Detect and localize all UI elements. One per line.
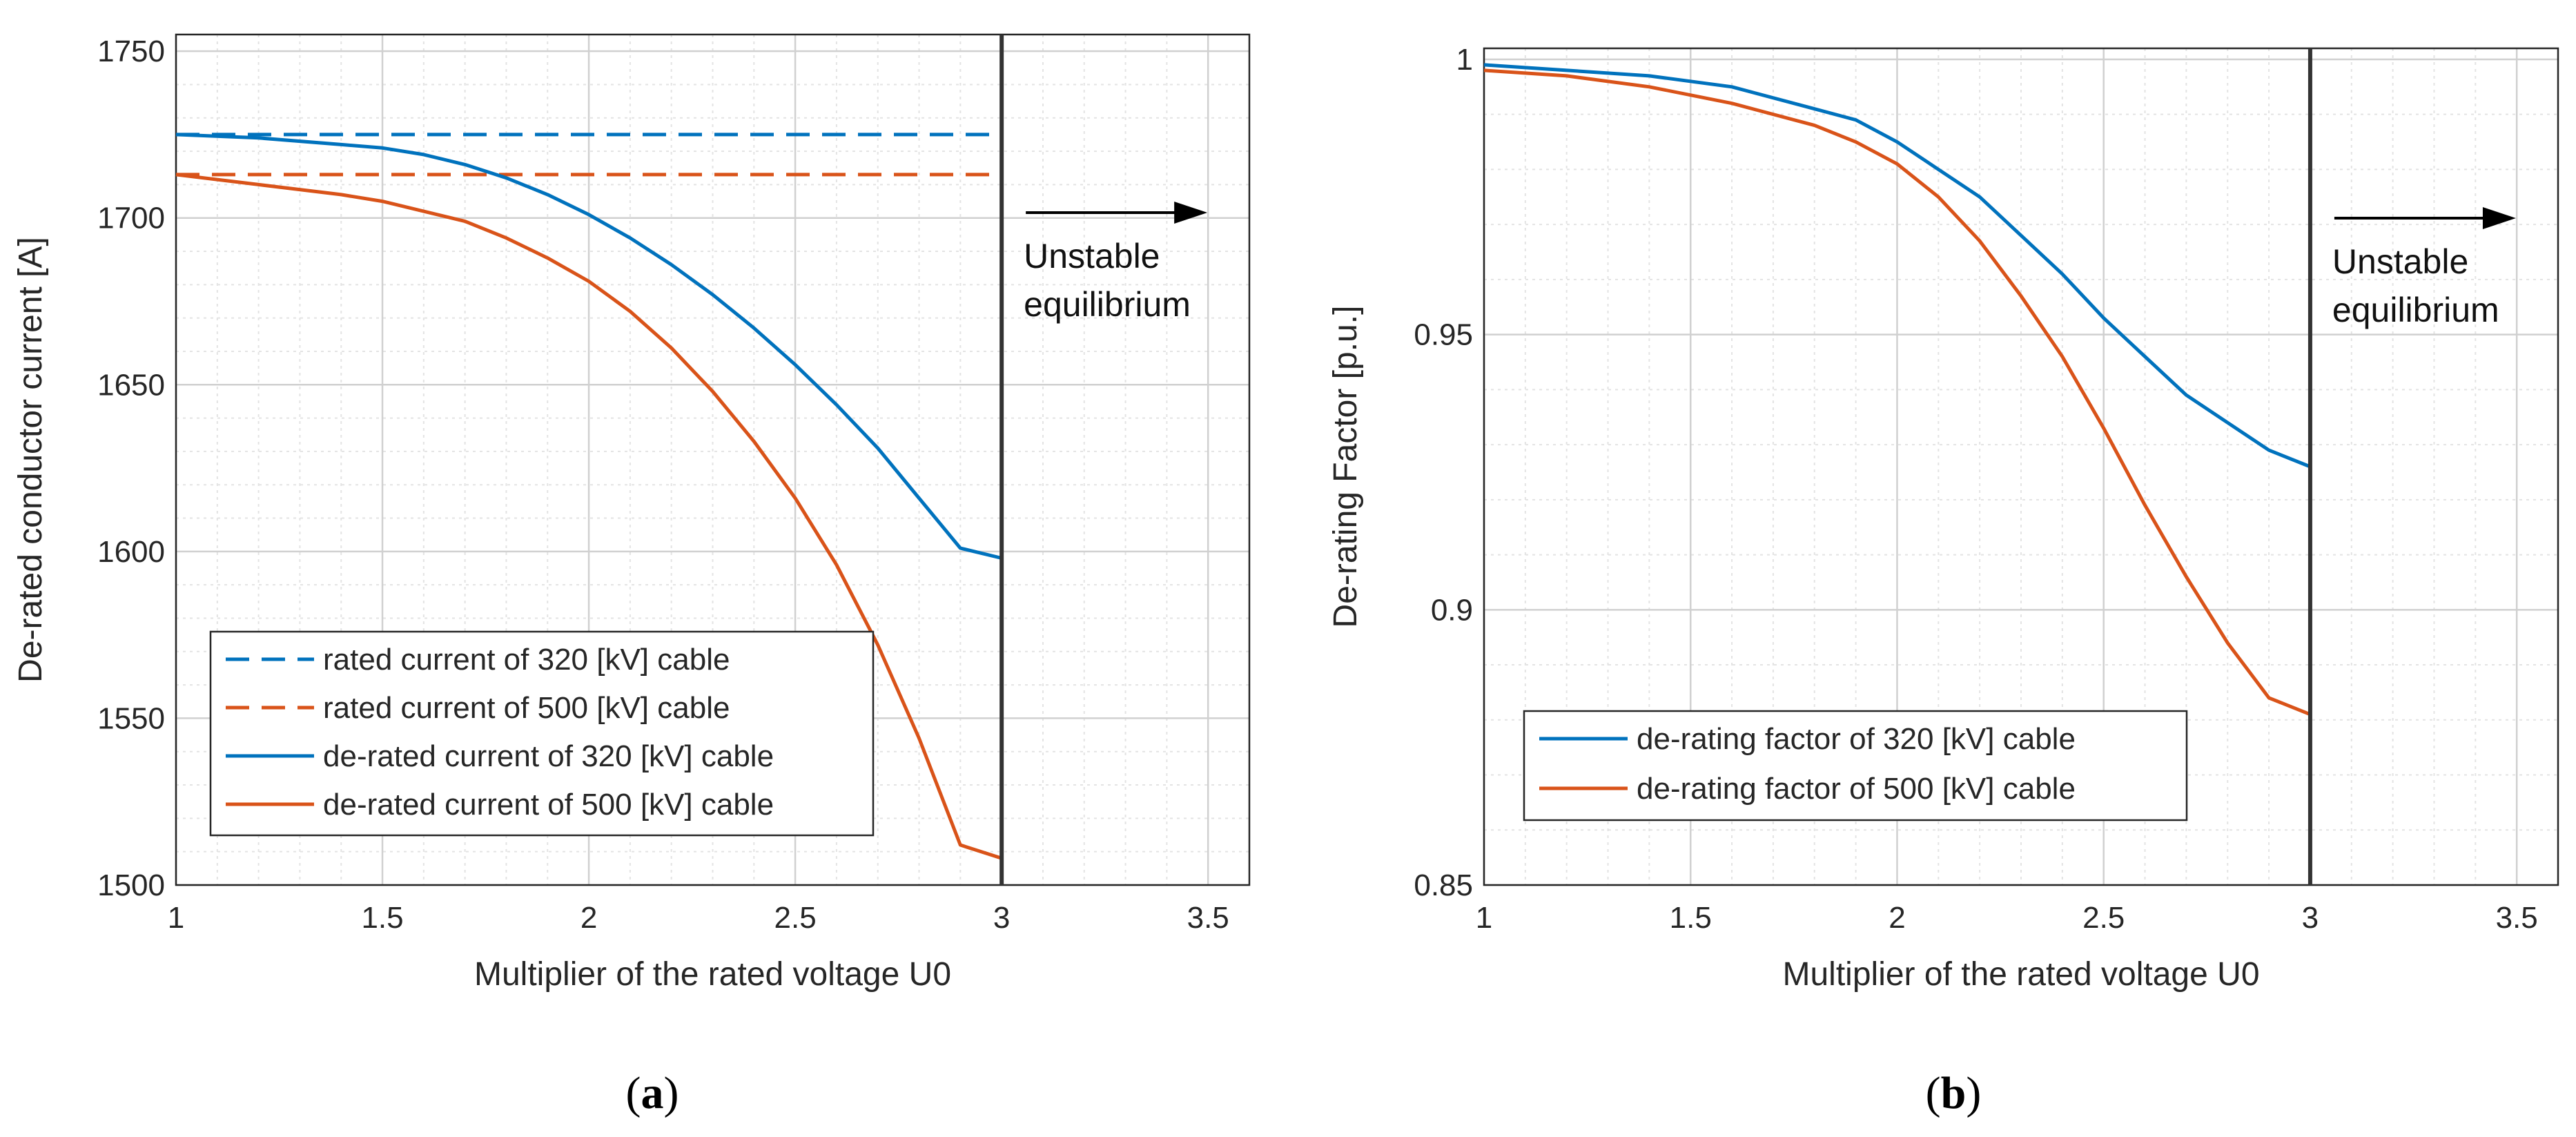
x-tick-label: 1.5: [361, 901, 403, 935]
x-tick-label: 2: [580, 901, 597, 935]
series-line-3: [175, 133, 1002, 560]
panel-label-open-paren: (: [626, 1068, 641, 1118]
x-tick-label: 3: [2302, 901, 2319, 935]
y-tick-label: 1700: [97, 202, 165, 235]
x-tick-label: 3.5: [1187, 901, 1229, 935]
chart-panel-a: Unstable equilibrium 1 1.5 2 2.5 3 3.5 1500 1550 1…: [12, 33, 1251, 1118]
x-tick-label: 2: [1889, 901, 1905, 935]
series-line-2: [1483, 68, 2311, 717]
panel-label-close-paren: ): [1966, 1068, 1981, 1118]
series-line-1: [1483, 63, 2311, 469]
x-axis-label: Multiplier of the rated voltage U0: [474, 956, 951, 993]
annotation-text: Unstable: [1024, 237, 1160, 275]
x-tick-label: 3.5: [2496, 901, 2538, 935]
annotation-text: equilibrium: [2332, 291, 2499, 329]
panel-label: (a): [626, 1068, 679, 1118]
x-tick-label: 2.5: [2082, 901, 2125, 935]
y-tick-label: 0.95: [1414, 318, 1473, 352]
legend-entry: de-rated current of 500 [kV] cable: [323, 788, 774, 822]
legend: de-rating factor of 320 [kV] cable de-rat…: [1523, 710, 2188, 822]
x-tick-label: 1: [1476, 901, 1492, 935]
legend-entry: de-rating factor of 500 [kV] cable: [1637, 772, 2076, 806]
x-axis-label: Multiplier of the rated voltage U0: [1782, 956, 2259, 993]
y-tick-label: 0.85: [1414, 868, 1473, 902]
panel-label-open-paren: (: [1926, 1068, 1941, 1118]
panel-label-close-paren: ): [664, 1068, 679, 1118]
chart-panel-b: Unstable equilibrium 1 1.5 2 2.5 3 3.5 0.85 0.9 0.…: [1327, 43, 2559, 1118]
legend: rated current of 320 [kV] cable rated cur…: [209, 630, 875, 837]
y-tick-label: 1750: [97, 35, 165, 68]
annotation-text: Unstable: [2332, 242, 2468, 281]
series-line-4: [175, 173, 1002, 860]
x-tick-label: 2.5: [774, 901, 817, 935]
arrow-head-icon: [1174, 202, 1208, 224]
legend-entry: de-rating factor of 320 [kV] cable: [1637, 722, 2076, 756]
panel-label-letter: b: [1941, 1068, 1967, 1118]
axes-box: [175, 33, 1251, 886]
legend-box: [1523, 710, 2188, 822]
x-tick-label: 3: [993, 901, 1010, 935]
legend-entry: de-rated current of 320 [kV] cable: [323, 739, 774, 773]
y-tick-label: 1550: [97, 701, 165, 735]
panel-label-letter: a: [641, 1068, 664, 1118]
y-tick-label: 0.9: [1431, 593, 1473, 627]
annotation-text: equilibrium: [1024, 285, 1191, 324]
y-tick-label: 1500: [97, 868, 165, 902]
arrow-head-icon: [2482, 207, 2516, 229]
legend-box: [209, 630, 875, 837]
panel-label: (b): [1926, 1068, 1982, 1118]
x-tick-label: 1: [168, 901, 184, 935]
axes-box: [1483, 47, 2559, 886]
y-tick-label: 1600: [97, 535, 165, 569]
x-tick-label: 1.5: [1670, 901, 1712, 935]
y-axis-label: De-rating Factor [p.u.]: [1327, 306, 1364, 628]
legend-entry: rated current of 320 [kV] cable: [323, 643, 730, 677]
y-axis-label: De-rated conductor current [A]: [12, 237, 49, 683]
y-tick-label: 1650: [97, 368, 165, 402]
legend-entry: rated current of 500 [kV] cable: [323, 691, 730, 725]
y-tick-label: 1: [1456, 43, 1473, 77]
